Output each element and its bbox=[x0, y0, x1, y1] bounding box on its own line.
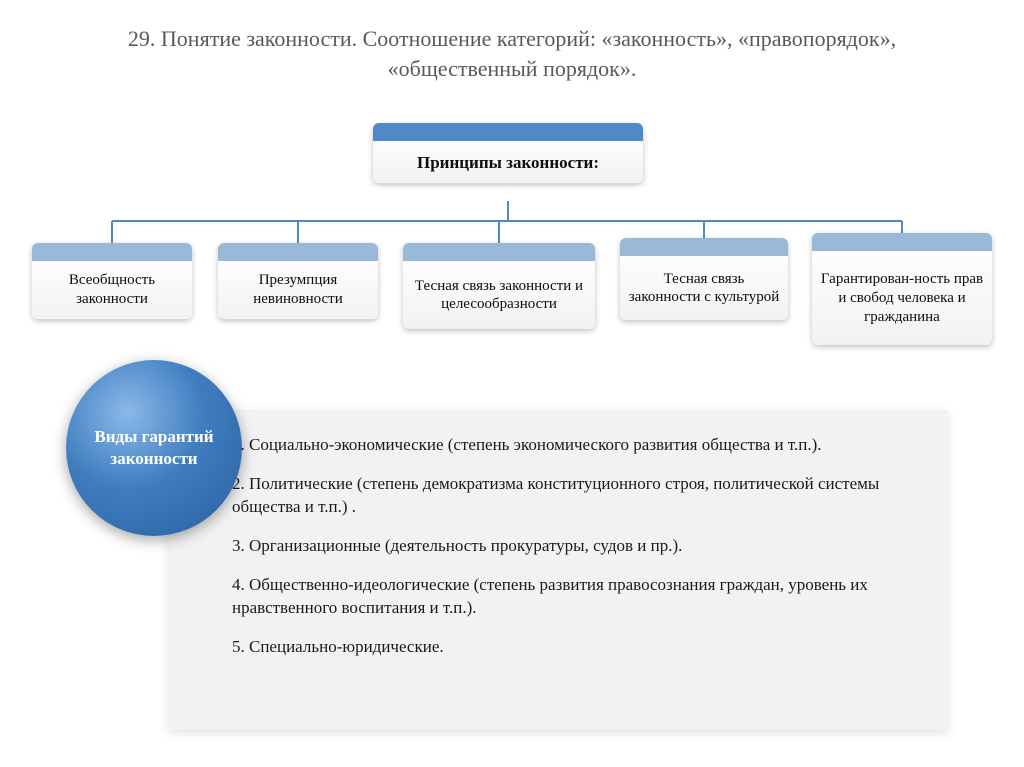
child-node: Гарантирован-ность прав и свобод человек… bbox=[812, 233, 992, 345]
slide-title: 29. Понятие законности. Соотношение кате… bbox=[0, 0, 1024, 93]
list-item: 2. Политические (степень демократизма ко… bbox=[232, 473, 920, 519]
child-node: Тесная связь законности с культурой bbox=[620, 238, 788, 320]
guarantees-list-panel: 1. Социально-экономические (степень экон… bbox=[168, 410, 948, 730]
node-label: Принципы законности: bbox=[417, 152, 599, 173]
node-label: Гарантирован-ность прав и свобод человек… bbox=[820, 270, 984, 326]
node-label: Тесная связь законности с культурой bbox=[628, 270, 780, 308]
types-circle: Виды гарантий законности bbox=[66, 360, 242, 536]
list-item: 1. Социально-экономические (степень экон… bbox=[232, 434, 920, 457]
hierarchy-diagram: Принципы законности: Всеобщность законнос… bbox=[0, 93, 1024, 343]
list-item: 3. Организационные (деятельность прокура… bbox=[232, 535, 920, 558]
child-node: Всеобщность законности bbox=[32, 243, 192, 319]
node-label: Тесная связь законности и целесообразнос… bbox=[411, 277, 587, 315]
root-node: Принципы законности: bbox=[373, 123, 643, 183]
list-item: 4. Общественно-идеологические (степень р… bbox=[232, 574, 920, 620]
node-label: Презумпция невиновности bbox=[226, 271, 370, 309]
types-circle-label: Виды гарантий законности bbox=[86, 426, 222, 470]
child-node: Тесная связь законности и целесообразнос… bbox=[403, 243, 595, 329]
node-label: Всеобщность законности bbox=[40, 271, 184, 309]
list-item: 5. Специально-юридические. bbox=[232, 636, 920, 659]
child-node: Презумпция невиновности bbox=[218, 243, 378, 319]
